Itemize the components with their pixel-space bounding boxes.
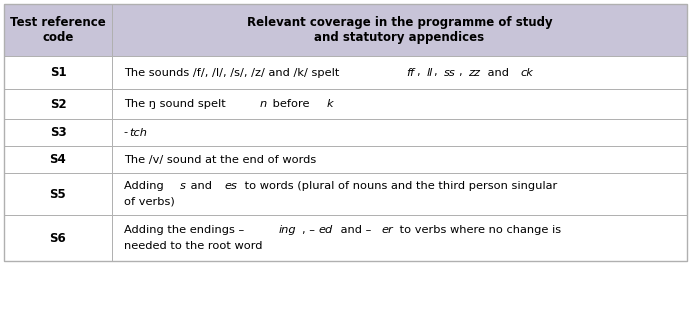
Bar — [112, 119, 687, 146]
Text: ss: ss — [444, 68, 455, 78]
Text: s: s — [180, 181, 186, 191]
Text: needed to the root word: needed to the root word — [124, 241, 263, 251]
Text: , –: , – — [302, 225, 315, 235]
Text: Adding: Adding — [124, 181, 167, 191]
Text: ,: , — [459, 68, 466, 78]
Text: k: k — [326, 99, 333, 109]
Text: S4: S4 — [50, 153, 66, 166]
Text: ,: , — [434, 68, 442, 78]
Text: ll: ll — [426, 68, 433, 78]
Text: and –: and – — [337, 225, 371, 235]
Text: tch: tch — [129, 127, 147, 138]
Text: S1: S1 — [50, 66, 66, 79]
Text: ff: ff — [406, 68, 415, 78]
Text: The sounds /f/, /l/, /s/, /z/ and /k/ spelt: The sounds /f/, /l/, /s/, /z/ and /k/ sp… — [124, 68, 343, 78]
Text: and: and — [484, 68, 512, 78]
Text: Test reference
code: Test reference code — [10, 16, 106, 44]
Text: n: n — [260, 99, 267, 109]
Text: S3: S3 — [50, 126, 66, 139]
Bar — [112, 89, 687, 119]
Bar — [112, 4, 687, 56]
Text: to words (plural of nouns and the third person singular: to words (plural of nouns and the third … — [241, 181, 557, 191]
Text: -: - — [124, 127, 128, 138]
Bar — [4, 4, 112, 56]
Text: S6: S6 — [50, 232, 66, 245]
Text: The /v/ sound at the end of words: The /v/ sound at the end of words — [124, 154, 316, 165]
Bar — [112, 173, 687, 215]
Text: ed: ed — [319, 225, 333, 235]
Bar — [4, 173, 112, 215]
Text: Adding the endings –: Adding the endings – — [124, 225, 244, 235]
Text: Relevant coverage in the programme of study
and statutory appendices: Relevant coverage in the programme of st… — [247, 16, 552, 44]
Text: es: es — [225, 181, 237, 191]
Text: S2: S2 — [50, 98, 66, 110]
Text: of verbs): of verbs) — [124, 197, 175, 207]
Bar — [112, 56, 687, 89]
Bar — [4, 56, 112, 89]
Bar — [4, 4, 687, 261]
Bar — [112, 146, 687, 173]
Text: ing: ing — [279, 225, 296, 235]
Text: before: before — [269, 99, 313, 109]
Text: ,: , — [417, 68, 424, 78]
Text: to verbs where no change is: to verbs where no change is — [397, 225, 562, 235]
Text: er: er — [381, 225, 393, 235]
Bar — [4, 146, 112, 173]
Bar — [4, 89, 112, 119]
Text: The ŋ sound spelt: The ŋ sound spelt — [124, 99, 229, 109]
Bar — [4, 215, 112, 261]
Bar — [112, 215, 687, 261]
Text: and: and — [187, 181, 216, 191]
Text: zz: zz — [468, 68, 480, 78]
Text: S5: S5 — [50, 188, 66, 201]
Text: ck: ck — [520, 68, 533, 78]
Bar — [4, 119, 112, 146]
